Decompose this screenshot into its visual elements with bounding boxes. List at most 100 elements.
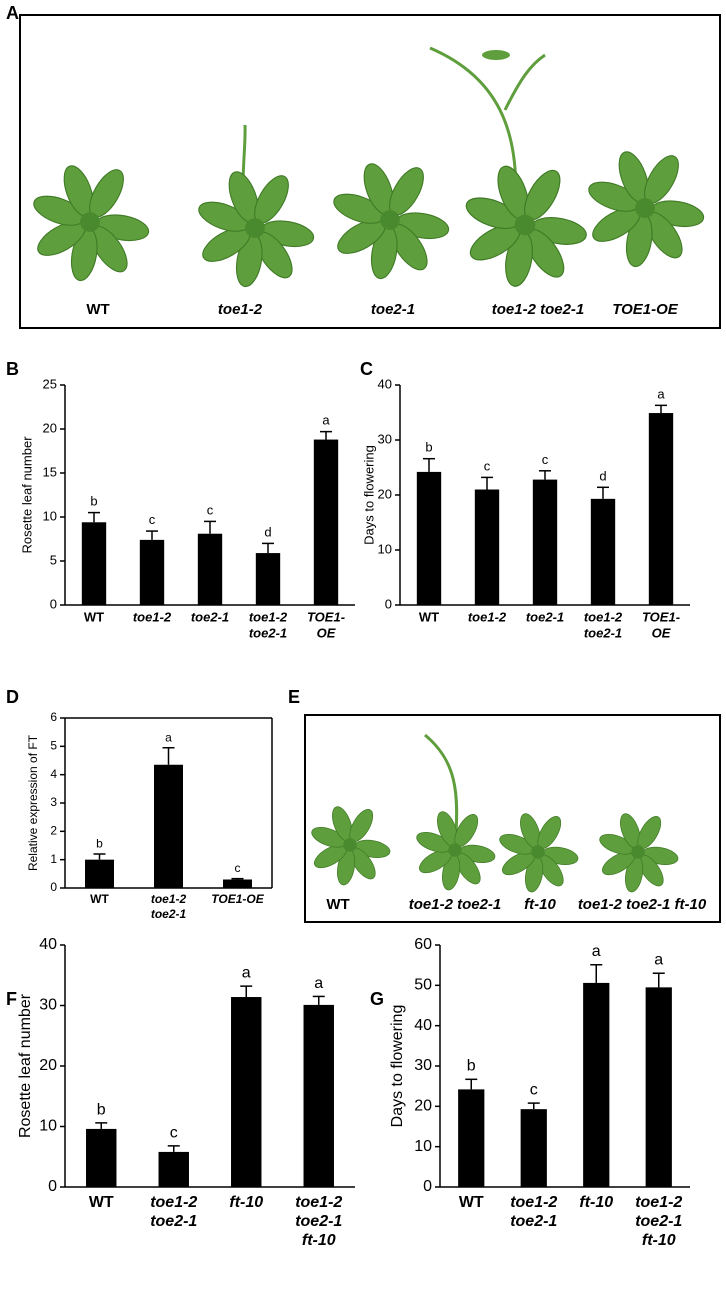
y-tick-label: 20 (414, 1098, 432, 1115)
photo-label: toe1-2 toe2-1 (492, 301, 585, 318)
x-tick-label: WT (90, 892, 109, 906)
error-bar (655, 404, 667, 414)
annotation: c (207, 502, 214, 517)
y-tick-label: 30 (414, 1057, 432, 1074)
x-tick-label: toe1-2 (151, 892, 187, 906)
x-tick-label: OE (652, 625, 671, 640)
photo-label: toe2-1 (371, 301, 415, 318)
y-tick-label: 30 (378, 431, 392, 446)
y-tick-label: 50 (414, 977, 432, 994)
panel-label: F (6, 989, 17, 1009)
x-tick-label: toe1-2 (635, 1194, 682, 1211)
error-bar (88, 511, 100, 523)
error-bar (204, 520, 216, 534)
y-tick-label: 5 (50, 552, 57, 567)
annotation: a (322, 413, 330, 428)
x-tick-label: ft-10 (579, 1194, 613, 1211)
x-tick-label: toe2-1 (151, 907, 187, 921)
x-tick-label: toe2-1 (510, 1213, 557, 1230)
x-tick-label: toe2-1 (526, 609, 564, 624)
panel-label: B (6, 359, 19, 379)
bar (458, 1089, 485, 1187)
y-tick-label: 40 (378, 376, 392, 391)
annotation: c (149, 512, 156, 527)
x-tick-label: toe1-2 (295, 1194, 342, 1211)
annotation: a (165, 730, 172, 744)
annotation: c (530, 1082, 538, 1099)
error-bar (167, 1145, 180, 1152)
y-tick-label: 10 (378, 541, 392, 556)
x-tick-label: toe2-1 (249, 625, 287, 640)
y-tick-label: 60 (414, 936, 432, 953)
error-bar (423, 457, 435, 472)
x-tick-label: toe1-2 (133, 609, 172, 624)
photo-label: WT (326, 896, 349, 913)
x-tick-label: toe2-1 (635, 1213, 682, 1230)
annotation: c (484, 458, 491, 473)
annotation: a (314, 975, 323, 992)
bar (158, 1151, 189, 1187)
annotation: b (97, 1101, 106, 1118)
annotation: b (96, 837, 103, 851)
annotation: a (657, 386, 665, 401)
x-tick-label: ft-10 (229, 1194, 263, 1211)
bar (474, 489, 500, 605)
error-bar (312, 995, 325, 1005)
annotation: b (425, 440, 432, 455)
error-bar (652, 972, 665, 988)
bar (532, 479, 558, 605)
x-tick-label: TOE1- (307, 609, 345, 624)
y-tick-label: 0 (50, 880, 57, 894)
x-tick-label: toe1-2 (510, 1194, 557, 1211)
error-bar (481, 476, 493, 490)
error-bar (240, 985, 253, 998)
panel-label: D (6, 687, 19, 707)
y-tick-label: 4 (50, 767, 57, 781)
photo-label: toe1-2 toe2-1 (409, 896, 502, 913)
x-tick-label: OE (317, 625, 336, 640)
bar (313, 439, 339, 605)
annotation: b (467, 1058, 476, 1075)
bar (223, 879, 252, 888)
x-tick-label: toe1-2 (584, 609, 623, 624)
x-tick-label: WT (419, 609, 439, 624)
annotation: a (592, 943, 601, 960)
y-tick-label: 20 (43, 420, 57, 435)
x-tick-label: toe2-1 (584, 625, 622, 640)
photo-label: toe1-2 toe2-1 ft-10 (578, 896, 707, 913)
error-bar (590, 964, 603, 983)
error-bar (231, 877, 244, 880)
y-axis-label: Relative expression of FT (26, 734, 40, 871)
x-tick-label: WT (84, 609, 104, 624)
error-bar (162, 747, 175, 765)
bar (139, 539, 165, 605)
y-tick-label: 20 (39, 1057, 57, 1074)
plants (29, 46, 707, 290)
bar (231, 997, 262, 1187)
y-tick-label: 0 (48, 1178, 57, 1195)
photo-label: ft-10 (524, 896, 556, 913)
error-bar (320, 430, 332, 440)
plants (308, 733, 680, 894)
y-tick-label: 2 (50, 824, 57, 838)
y-tick-label: 40 (414, 1017, 432, 1034)
bar (590, 498, 616, 605)
annotation: d (264, 524, 271, 539)
annotation: a (242, 965, 251, 982)
y-tick-label: 5 (50, 739, 57, 753)
panel-label: A (6, 3, 19, 23)
y-tick-label: 40 (39, 936, 57, 953)
bar (648, 413, 674, 605)
annotation: c (170, 1124, 178, 1141)
error-bar (465, 1078, 478, 1090)
annotation: b (90, 494, 97, 509)
y-tick-label: 1 (50, 852, 57, 866)
x-tick-label: ft-10 (642, 1232, 676, 1249)
y-axis-label: Days to flowering (361, 445, 376, 545)
x-tick-label: TOE1-OE (211, 892, 264, 906)
y-tick-label: 0 (50, 596, 57, 611)
x-tick-label: toe2-1 (295, 1213, 342, 1230)
y-tick-label: 25 (43, 376, 57, 391)
bar (81, 522, 107, 605)
